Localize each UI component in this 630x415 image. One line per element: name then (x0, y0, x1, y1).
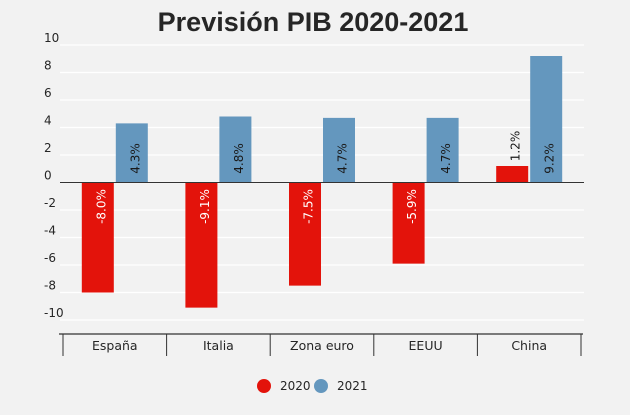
bar-2021 (323, 117, 355, 183)
category-label: Zona euro (290, 338, 354, 353)
category-label: Italia (203, 338, 234, 353)
y-tick-label: 2 (44, 141, 52, 155)
data-label-2020: -7.5% (302, 189, 316, 224)
y-tick-label: -8 (44, 279, 56, 293)
y-tick-label: -4 (44, 224, 56, 238)
legend: 2020 2021 (257, 379, 368, 393)
y-tick-label: -6 (44, 251, 56, 265)
legend-label-2021: 2021 (337, 379, 368, 393)
data-label-2021: 4.7% (336, 143, 350, 174)
data-label-2020: 1.2% (509, 131, 523, 162)
legend-marker-2021 (314, 379, 328, 393)
data-label-2020: -5.9% (405, 189, 419, 224)
legend-marker-2020 (257, 379, 271, 393)
bar-2020 (81, 182, 114, 293)
bar-2020 (185, 182, 218, 308)
category-label: China (511, 338, 547, 353)
y-tick-label: 10 (44, 31, 59, 45)
category-label: EEUU (409, 338, 443, 353)
data-label-2021: 9.2% (543, 143, 557, 174)
bar-2021 (219, 116, 252, 183)
y-tick-label: -10 (44, 306, 64, 320)
y-tick-label: 6 (44, 86, 52, 100)
data-label-2020: -9.1% (198, 189, 212, 224)
data-label-2021: 4.3% (128, 143, 142, 174)
data-label-2021: 4.7% (439, 143, 453, 174)
data-label-2020: -8.0% (94, 189, 108, 224)
y-tick-label: 8 (44, 59, 52, 73)
chart-title: Previsión PIB 2020-2021 (158, 7, 469, 37)
data-label-2021: 4.8% (232, 143, 246, 174)
y-tick-label: -2 (44, 196, 56, 210)
legend-label-2020: 2020 (280, 379, 311, 393)
bar-2020 (496, 166, 529, 183)
y-tick-label: 4 (44, 114, 52, 128)
bar-2021 (530, 56, 563, 183)
bar-2021 (426, 117, 459, 183)
category-label: España (92, 338, 138, 353)
bar-2020 (392, 182, 425, 264)
y-tick-label: 0 (44, 169, 52, 183)
bar-2021 (115, 123, 148, 183)
bar-2020 (289, 182, 321, 286)
